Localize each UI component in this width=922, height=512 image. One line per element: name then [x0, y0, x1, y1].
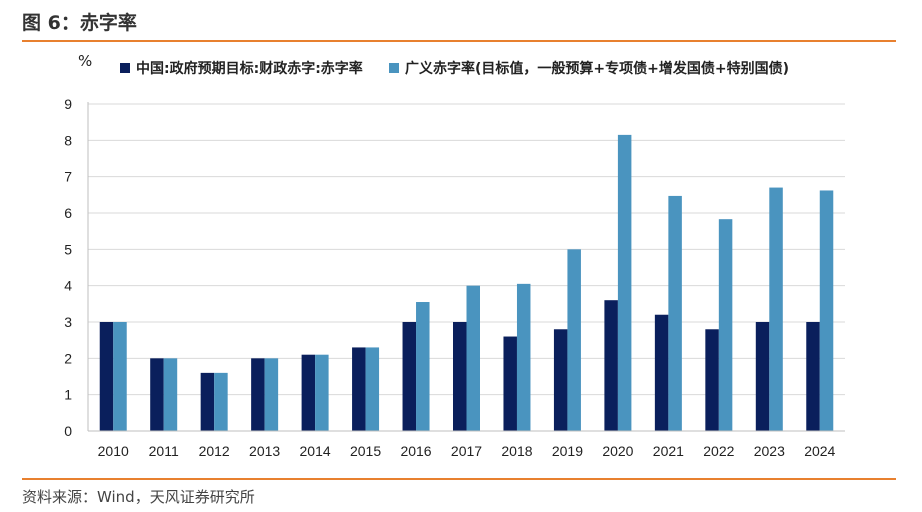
bar-series-2-2015: [365, 347, 380, 431]
bar-series-1-2011: [150, 358, 164, 431]
x-tick-label: 2010: [98, 443, 129, 459]
bar-series-1-2016: [402, 322, 417, 431]
bar-series-2-2018: [516, 283, 531, 431]
legend: 中国:政府预期目标:财政赤字:赤字率 广义赤字率(目标值，一般预算+专项债+增发国…: [120, 60, 789, 77]
bar-series-1-2022: [705, 329, 719, 431]
source-note: 资料来源：Wind，天风证券研究所: [22, 488, 255, 506]
footer-divider: [22, 478, 896, 480]
y-tick-label: 4: [64, 278, 72, 294]
bar-series-2-2011: [163, 358, 178, 431]
x-tick-label: 2023: [754, 443, 785, 459]
y-tick-label: 1: [64, 387, 72, 403]
x-tick-label: 2014: [300, 443, 331, 459]
x-tick-label: 2015: [350, 443, 381, 459]
y-axis-unit-label: %: [78, 52, 92, 70]
bar-series-2-2016: [416, 302, 430, 431]
bar-series-2-2013: [264, 358, 279, 431]
y-tick-label: 5: [64, 241, 72, 257]
bar-series-2-2010: [113, 322, 127, 431]
x-tick-label: 2017: [451, 443, 482, 459]
bar-series-1-2020: [604, 300, 618, 431]
bar-series-1-2024: [806, 322, 820, 431]
bar-series-1-2015: [352, 347, 366, 431]
y-tick-label: 2: [64, 350, 72, 366]
x-tick-label: 2024: [804, 443, 835, 459]
x-tick-label: 2012: [199, 443, 230, 459]
bar-series-2-2022: [718, 219, 733, 431]
bar-series-1-2013: [251, 358, 265, 431]
bar-series-1-2021: [654, 314, 669, 431]
x-tick-label: 2020: [602, 443, 633, 459]
bar-series-1-2023: [755, 322, 770, 431]
x-tick-label: 2018: [501, 443, 532, 459]
y-tick-label: 8: [64, 132, 72, 148]
bar-series-2-2020: [617, 134, 632, 431]
bars: [99, 134, 834, 431]
bar-series-1-2019: [553, 329, 568, 431]
bar-series-1-2012: [200, 372, 215, 431]
y-tick-label: 7: [64, 169, 72, 185]
figure-title: 图 6：赤字率: [22, 12, 137, 34]
bar-series-2-2024: [819, 190, 834, 431]
legend-swatch-series-2: [389, 63, 399, 73]
title-divider: [22, 40, 896, 42]
bar-series-2-2012: [214, 372, 228, 431]
bar-series-2-2021: [668, 195, 682, 431]
y-tick-label: 3: [64, 314, 72, 330]
y-tick-label: 6: [64, 205, 72, 221]
bar-series-2-2014: [315, 354, 329, 431]
bar-series-2-2023: [769, 187, 783, 431]
bar-series-2-2019: [567, 249, 581, 431]
y-axis: 0 1 2 3 4 5 6 7 8 9: [64, 96, 89, 439]
legend-label-series-1: 中国:政府预期目标:财政赤字:赤字率: [136, 60, 363, 77]
bar-series-1-2010: [99, 322, 114, 431]
bar-series-1-2014: [301, 354, 316, 431]
x-tick-label: 2011: [149, 443, 179, 459]
legend-swatch-series-1: [120, 63, 130, 73]
y-tick-label: 0: [64, 423, 72, 439]
x-axis: 2010 2011 2012 2013 2014 2015 2016 2017 2018 2019…: [88, 430, 845, 459]
y-tick-label: 9: [64, 96, 72, 112]
x-tick-label: 2022: [703, 443, 734, 459]
x-tick-label: 2016: [400, 443, 431, 459]
bar-series-1-2017: [453, 322, 467, 431]
x-tick-label: 2013: [249, 443, 280, 459]
x-tick-label: 2021: [653, 443, 684, 459]
x-tick-label: 2019: [552, 443, 583, 459]
bar-series-1-2018: [503, 336, 517, 431]
legend-label-series-2: 广义赤字率(目标值，一般预算+专项债+增发国债+特别国债): [405, 60, 789, 77]
bar-series-2-2017: [466, 285, 480, 431]
